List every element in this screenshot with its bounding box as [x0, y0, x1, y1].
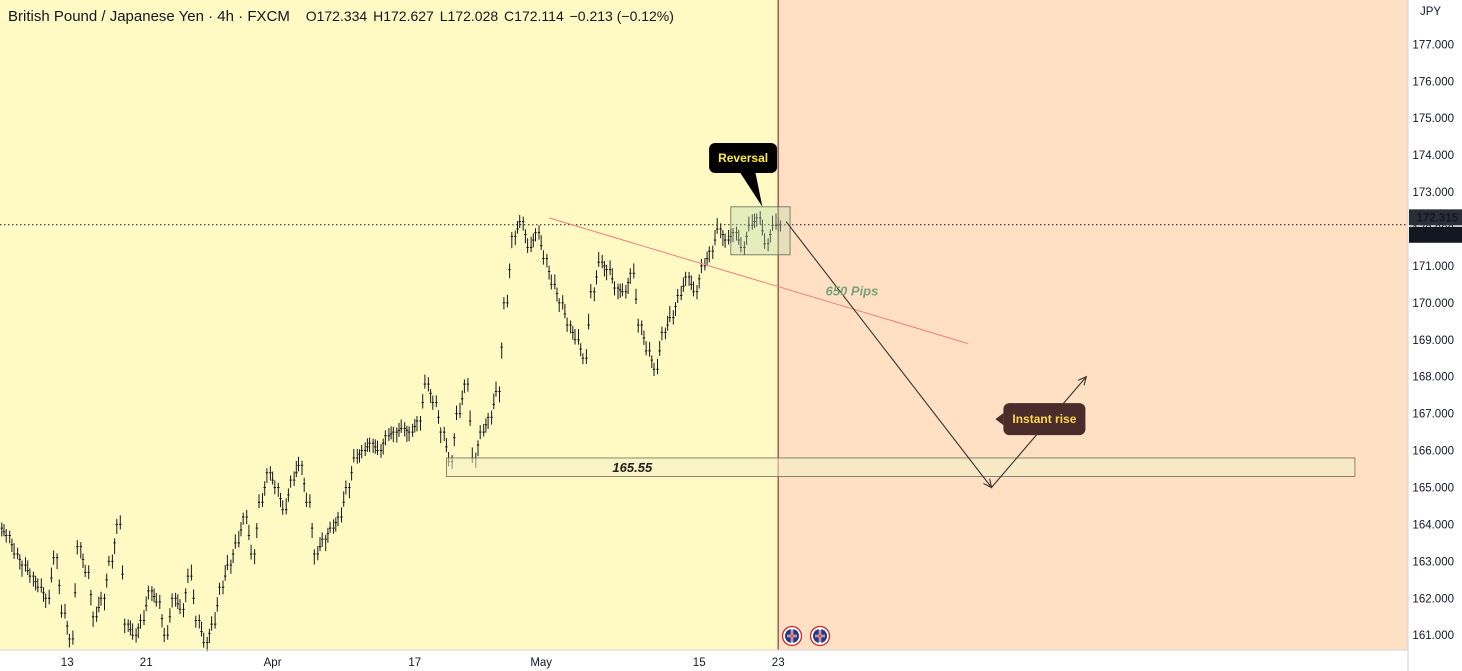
forecast-background — [778, 0, 1408, 650]
open-key: O — [305, 8, 317, 24]
price-tick-label: 162.000 — [1412, 593, 1454, 605]
currency-label: JPY — [1420, 6, 1441, 18]
trendline — [548, 217, 968, 344]
price-tick-label: 175.000 — [1412, 113, 1454, 125]
reversal-callout — [709, 142, 778, 173]
time-tick-label: 17 — [408, 657, 421, 669]
down-arrowhead — [983, 478, 993, 489]
price-tick-label: 164.000 — [1412, 519, 1454, 531]
price-tick-label: 165.000 — [1412, 483, 1454, 495]
current-price-tag — [1409, 226, 1462, 243]
price-tick-label: 169.000 — [1412, 335, 1454, 347]
consolidation-box — [730, 206, 791, 256]
instant-rise-label: Instant rise — [1012, 412, 1076, 426]
price-tick-label: 177.000 — [1412, 39, 1454, 51]
symbol-title[interactable]: British Pound / Japanese Yen · 4h · FXCM — [8, 8, 290, 25]
support-level-label: 165.55 — [612, 460, 653, 475]
time-tick-label: 15 — [693, 657, 706, 669]
price-tick-label: 176.000 — [1412, 76, 1454, 88]
price-tick-label: 171.000 — [1412, 261, 1454, 273]
price-tick-label: 166.000 — [1412, 446, 1454, 458]
instant-rise-pointer — [995, 413, 1004, 426]
price-tick-label: 170.000 — [1412, 298, 1454, 310]
low-key: L — [439, 8, 448, 24]
open-value: 172.334 — [316, 8, 368, 24]
price-tick-label: 163.000 — [1412, 556, 1454, 568]
chart-legend: British Pound / Japanese Yen · 4h · FXCM… — [8, 8, 674, 25]
time-tick-label: Apr — [264, 657, 282, 669]
mark-price-tag — [1409, 209, 1462, 226]
close-value: 172.114 — [514, 8, 564, 24]
time-axis-background — [0, 650, 1408, 671]
uk-flag-icon — [809, 625, 831, 647]
current-price-label: 172.114 — [1417, 230, 1459, 242]
mark-price-label: 172.315 — [1416, 212, 1458, 224]
high-value: 172.627 — [383, 8, 434, 24]
pips-label: 650 Pips — [826, 283, 879, 298]
price-tick-label: 167.000 — [1412, 409, 1454, 421]
price-tick-label: 168.000 — [1412, 372, 1454, 384]
reversal-label: Reversal — [718, 151, 768, 165]
price-axis-background — [1408, 0, 1462, 671]
time-tick-label: 23 — [772, 657, 785, 669]
time-tick-label: 21 — [140, 657, 153, 669]
time-tick-label: 13 — [61, 657, 74, 669]
support-zone — [445, 457, 1356, 477]
up-arrowhead — [1077, 375, 1088, 386]
price-tick-label: 161.000 — [1412, 630, 1454, 642]
low-value: 172.028 — [447, 8, 499, 24]
time-tick-label: May — [530, 657, 552, 669]
uk-flag-icon — [781, 625, 803, 647]
reversal-pointer — [739, 170, 763, 207]
close-key: C — [504, 8, 515, 24]
instant-rise-callout — [1003, 403, 1086, 436]
history-background — [0, 0, 779, 650]
price-tick-label: 174.000 — [1412, 150, 1454, 162]
high-key: H — [373, 8, 384, 24]
change-value: −0.213 (−0.12%) — [569, 8, 674, 24]
price-tick-label: 173.000 — [1412, 187, 1454, 199]
